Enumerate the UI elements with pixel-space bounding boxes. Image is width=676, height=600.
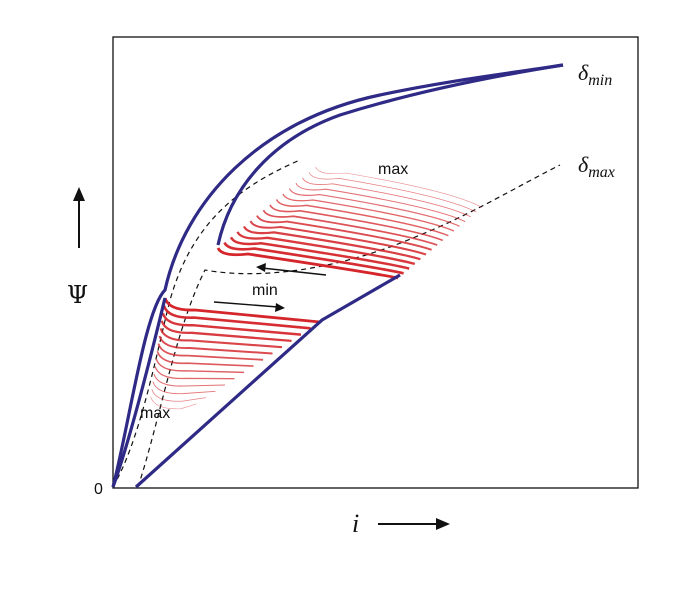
loop-line (315, 166, 483, 208)
loop-line (236, 231, 416, 266)
loop-line (153, 373, 226, 387)
loop-line (302, 177, 471, 218)
loop-line (155, 358, 245, 374)
loop-line (216, 247, 399, 280)
loops-upper-group (216, 166, 483, 280)
loop-line (249, 220, 427, 256)
loop-line (288, 188, 460, 227)
loop-line (152, 381, 216, 395)
loop-line (282, 193, 455, 232)
x-axis-symbol: i (352, 509, 359, 538)
loop-line (229, 236, 410, 270)
envelope-top-left (111, 297, 167, 488)
loop-line (163, 297, 321, 324)
loop-line (158, 335, 273, 355)
loop-line (295, 182, 466, 223)
loop-line (308, 172, 477, 213)
loop-line (269, 204, 444, 242)
y-axis-symbol: Ψ (67, 281, 88, 309)
curve-label-delta-min: δmin (578, 60, 612, 89)
loop-line (262, 209, 438, 246)
loop-line (242, 225, 421, 261)
x-axis-arrow (378, 518, 450, 530)
loops-lower-group (150, 297, 321, 410)
loop-label-upper-max: max (378, 161, 408, 178)
envelope-top-inner (216, 63, 564, 246)
origin-label: 0 (94, 481, 103, 498)
envelope-top-outer (111, 63, 564, 488)
loop-line (223, 241, 404, 275)
loop-line (156, 350, 254, 367)
plot-frame (112, 36, 639, 489)
loop-label-lower-max: max (140, 405, 170, 422)
loop-line (150, 396, 197, 410)
loop-line (151, 389, 207, 402)
loop-line (162, 305, 311, 330)
envelope-bottom-line (134, 273, 401, 489)
loop-line (256, 215, 432, 251)
loop-label-lower-min: min (252, 282, 278, 299)
loop-line (275, 199, 449, 237)
loop-line (159, 327, 283, 349)
loop-line (154, 366, 235, 380)
loop-line (161, 312, 302, 336)
arrow-right (213, 301, 285, 312)
arrow-left (256, 263, 327, 276)
curve-label-delta-max: δmax (578, 152, 615, 181)
loop-line (157, 343, 264, 361)
y-axis-arrow (73, 187, 85, 248)
loop-line (160, 320, 292, 343)
dashed-curve-min (112, 159, 301, 488)
